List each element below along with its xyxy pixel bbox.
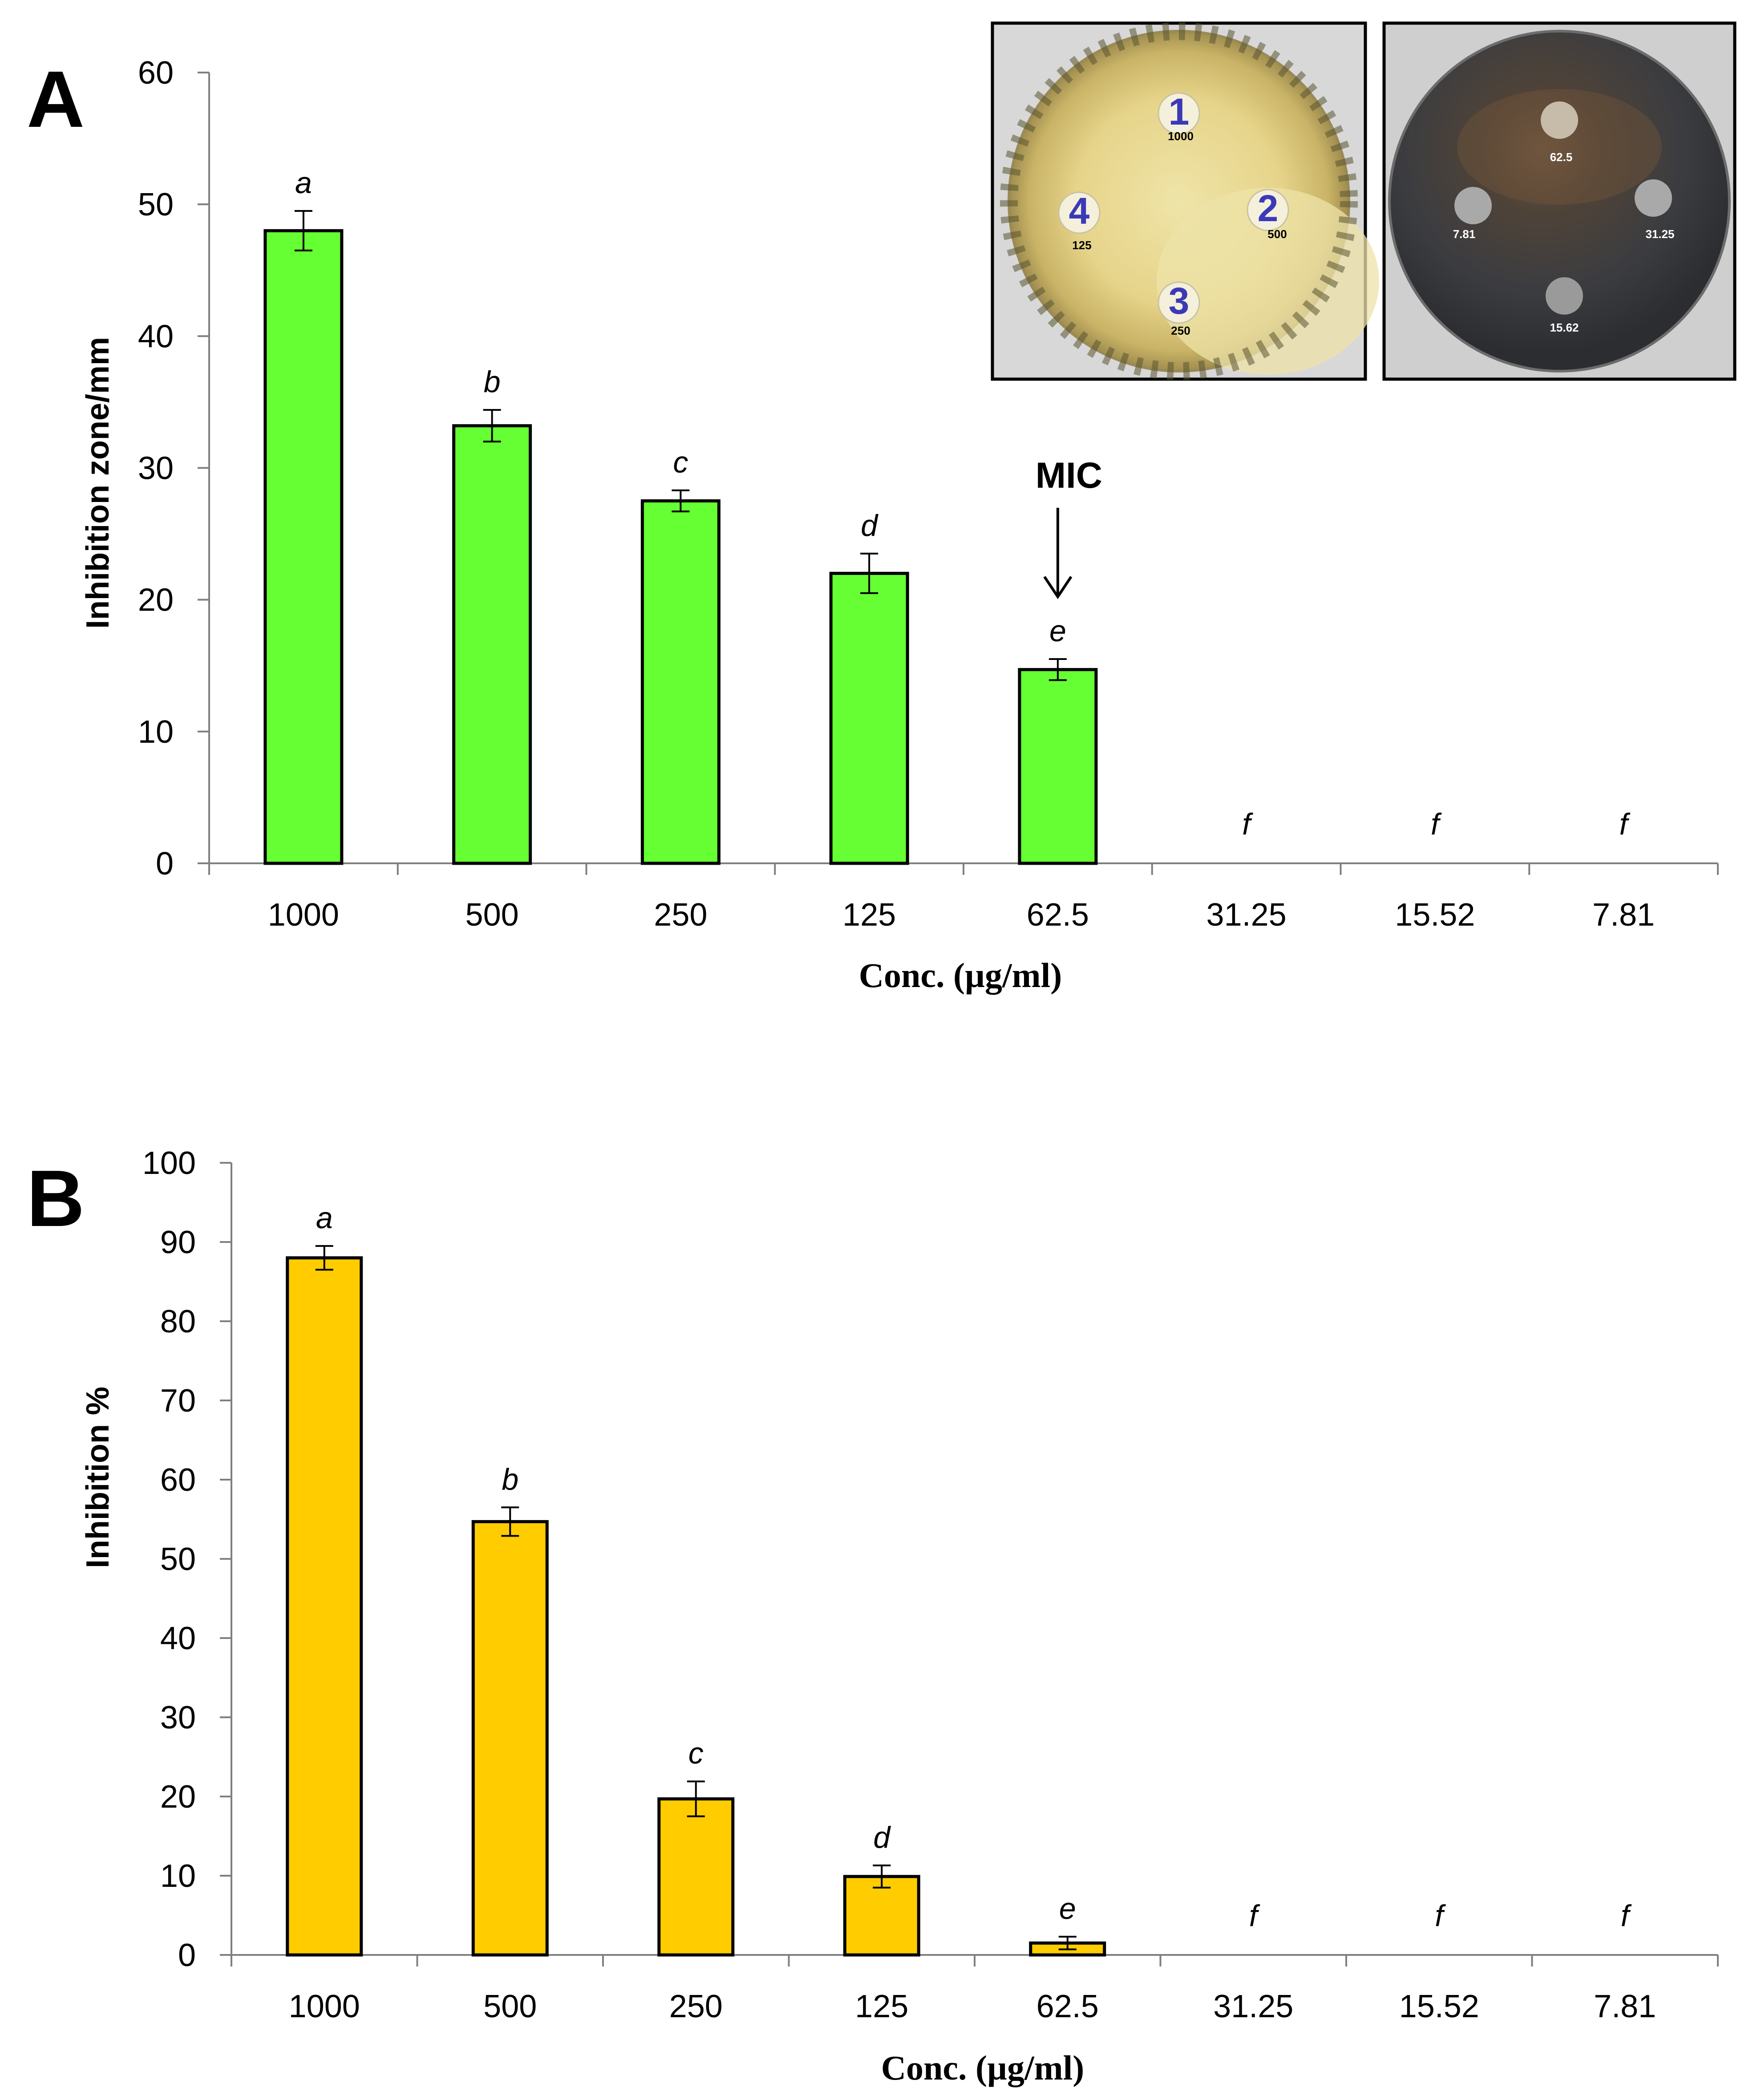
panel-b-letter: B (27, 1154, 85, 1243)
panel-a-y-tick-label: 40 (138, 319, 174, 354)
panel-a-y-axis-label: Inhibition zone/mm (80, 337, 116, 629)
panel-b-significance-letter: f (1249, 1899, 1260, 1933)
panel-b-y-tick-label: 10 (160, 1858, 196, 1894)
panel-b-bar (657, 1797, 735, 1957)
plate-1-disc-label: 1000 (1168, 129, 1194, 143)
panel-a-significance-letter: b (484, 365, 501, 399)
panel-b-x-tick-label: 7.81 (1594, 1989, 1656, 2024)
panel-b-y-tick-label: 60 (160, 1462, 196, 1498)
panel-b-bar (286, 1256, 363, 1957)
panel-a-y-tick-label: 10 (138, 714, 174, 750)
panel-b-y-tick-label: 70 (160, 1383, 196, 1419)
plate-1-disc-label: 500 (1267, 227, 1287, 241)
panel-b-y-tick-label: 40 (160, 1621, 196, 1656)
plate-2-disc-label: 31.25 (1645, 227, 1674, 241)
plate-1-disc-number: 1 (1169, 91, 1190, 133)
panel-a-mic-annotation: MIC (1036, 455, 1102, 496)
panel-a-letter: A (27, 55, 85, 144)
panel-b-significance-letter: a (316, 1201, 333, 1235)
panel-a-x-tick-label: 15.52 (1395, 897, 1475, 933)
plate-2-disc-label: 62.5 (1550, 150, 1573, 164)
panel-a-y-tick-label: 0 (156, 846, 174, 882)
panel-a-inset-plate-1: 1 2 3 4 1000 500 250 125 (991, 21, 1379, 381)
panel-b-x-tick-label: 15.52 (1399, 1989, 1479, 2024)
panel-a-plot: 0 10 20 30 40 50 60 a 1000 b 500 c 250 d 125 e 62.5 f 31.2… (138, 55, 1719, 933)
panel-a-x-tick-label: 125 (842, 897, 896, 933)
panel-a-bar (640, 499, 721, 865)
panel-a-bar (1018, 668, 1098, 865)
panel-b-bar (471, 1520, 549, 1957)
panel-b-x-tick-label: 250 (669, 1989, 723, 2024)
plate-2-disc-label: 15.62 (1550, 321, 1579, 334)
panel-b-significance-letter: b (502, 1462, 518, 1496)
panel-b-plot: 0 10 20 30 40 50 60 70 80 90 100 a 1000 b 500 c 250 d 125 e… (142, 1145, 1719, 2024)
panel-b-significance-letter: f (1435, 1899, 1446, 1933)
panel-a-bar (829, 571, 909, 865)
panel-a-significance-letter: c (673, 445, 688, 479)
plate-1-disc-label: 250 (1171, 324, 1190, 337)
panel-a-x-axis-label: Conc. (µg/ml) (859, 956, 1062, 995)
panel-b-x-tick-label: 125 (855, 1989, 908, 2024)
panel-a-significance-letter: e (1049, 614, 1066, 648)
panel-a-y-tick-label: 30 (138, 451, 174, 486)
panel-b-significance-letter: c (688, 1736, 704, 1770)
panel-a-x-tick-label: 62.5 (1027, 897, 1089, 933)
panel-a-significance-letter: f (1619, 807, 1631, 841)
panel-b-y-tick-label: 30 (160, 1700, 196, 1736)
panel-b-x-tick-label: 31.25 (1213, 1989, 1293, 2024)
panel-a-inset-plate-2: 62.5 31.25 15.62 7.81 (1382, 21, 1737, 381)
panel-a-x-tick-label: 250 (654, 897, 707, 933)
panel-a-x-tick-label: 1000 (268, 897, 339, 933)
panel-a-significance-letter: f (1431, 807, 1442, 841)
panel-a-significance-letter: d (861, 509, 878, 542)
panel-a-y-tick-label: 50 (138, 187, 174, 223)
plate-1-disc-number: 2 (1258, 187, 1279, 229)
panel-a-y-tick-label: 20 (138, 583, 174, 618)
plate-1-disc-number: 4 (1069, 190, 1090, 232)
panel-b-y-tick-label: 0 (178, 1938, 196, 1973)
panel-b-significance-letter: e (1059, 1892, 1076, 1926)
panel-a-bar (263, 229, 344, 865)
panel-a-y-tick-label: 60 (138, 55, 174, 91)
plate-1-disc-label: 125 (1072, 239, 1091, 252)
panel-b-bar (843, 1875, 920, 1957)
panel-b-x-axis-label: Conc. (µg/ml) (881, 2048, 1085, 2087)
panel-a-mic-arrow-head (1043, 576, 1073, 599)
panel-b: B Inhibition % Conc. (µg/ml) 0 10 20 30 40 50… (27, 1145, 1719, 2087)
panel-a-x-tick-label: 31.25 (1206, 897, 1287, 933)
plate-1-disc-number: 3 (1169, 280, 1190, 322)
panel-b-y-tick-label: 50 (160, 1542, 196, 1577)
plate-2-disc-label: 7.81 (1453, 227, 1476, 241)
panel-a-bar (452, 424, 532, 865)
panel-b-x-tick-label: 62.5 (1036, 1989, 1099, 2024)
panel-b-y-tick-label: 80 (160, 1304, 196, 1339)
panel-b-significance-letter: f (1621, 1899, 1632, 1933)
panel-a-significance-letter: a (295, 166, 312, 200)
panel-b-x-tick-label: 500 (483, 1989, 537, 2024)
panel-b-y-axis-label: Inhibition % (80, 1387, 116, 1568)
panel-a: A Inhibition zone/mm Conc. (µg/ml) 0 10 20… (27, 55, 1719, 995)
panel-b-significance-letter: d (873, 1821, 891, 1854)
panel-a-x-tick-label: 500 (466, 897, 519, 933)
panel-b-x-tick-label: 1000 (289, 1989, 360, 2024)
panel-b-y-tick-label: 90 (160, 1225, 196, 1260)
panel-a-x-tick-label: 7.81 (1592, 897, 1655, 933)
panel-b-y-tick-label: 20 (160, 1779, 196, 1815)
panel-a-significance-letter: f (1242, 807, 1253, 841)
panel-b-y-tick-label: 100 (142, 1145, 196, 1181)
